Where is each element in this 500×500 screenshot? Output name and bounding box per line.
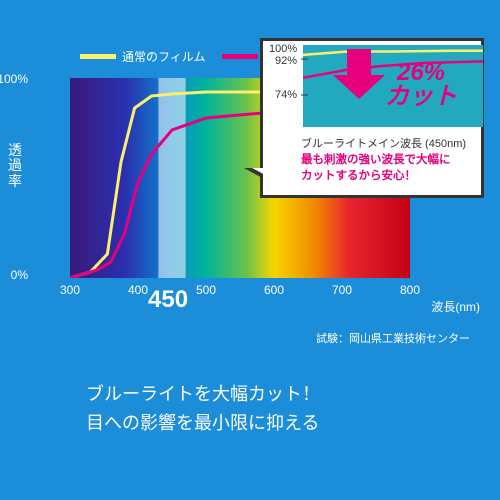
x-tick-300: 300: [60, 283, 80, 297]
y-axis-label: 透過率: [8, 143, 22, 189]
callout-headline: 26% カット: [385, 61, 457, 109]
x-tick-800: 800: [400, 283, 420, 297]
callout-tail-inner: [252, 168, 286, 186]
caption: ブルーライトを大幅カット！ 目への影響を最小限に抑える: [86, 380, 320, 438]
page: 通常のフィルム 本製品 透過率 100% 0% 3004005006007008…: [0, 0, 500, 500]
y-tick-100: 100%: [0, 72, 28, 86]
callout-sublabel: ブルーライトメイン波長 (450nm): [301, 135, 466, 151]
highlight-band: [158, 78, 185, 278]
callout: 100% 92% 74% 26% カット ブルーライトメイン波長 (450nm)…: [260, 38, 484, 198]
callout-body-1: 最も刺激の強い波長で大幅に: [301, 154, 451, 166]
x-tick-600: 600: [264, 283, 284, 297]
callout-body-2: カットするから安心！: [301, 170, 416, 182]
footnote: 試験：岡山県工業技術センター: [316, 330, 470, 346]
callout-pct-92: 92%: [275, 55, 297, 67]
callout-headline-2: カット: [385, 85, 457, 109]
caption-line-2: 目への影響を最小限に抑える: [86, 413, 319, 433]
highlight-450-label: 450: [148, 286, 188, 314]
x-tick-400: 400: [128, 283, 148, 297]
x-axis-label: 波長(nm): [431, 298, 480, 315]
y-tick-0: 0%: [11, 268, 28, 282]
x-tick-700: 700: [332, 283, 352, 297]
callout-pct-74: 74%: [275, 89, 297, 101]
caption-line-1: ブルーライトを大幅カット！: [86, 384, 320, 404]
legend-swatch-product: [222, 54, 258, 59]
callout-headline-1: 26%: [397, 59, 445, 86]
callout-body: 最も刺激の強い波長で大幅に カットするから安心！: [301, 153, 451, 184]
legend-label-normal: 通常のフィルム: [122, 48, 206, 65]
legend-item-normal: 通常のフィルム: [80, 48, 206, 65]
callout-pct-100: 100%: [269, 43, 297, 55]
legend-swatch-normal: [80, 54, 116, 59]
x-tick-500: 500: [196, 283, 216, 297]
